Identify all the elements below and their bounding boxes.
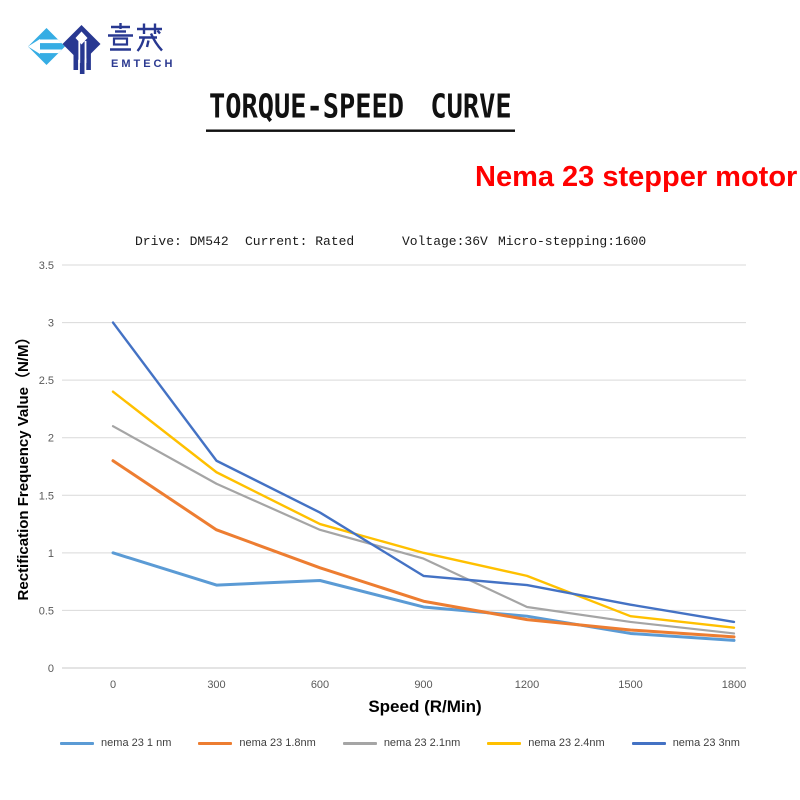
legend-label: nema 23 2.4nm [528, 737, 605, 749]
legend-line-icon [60, 741, 95, 745]
x-tick-label: 1500 [618, 679, 642, 691]
y-axis-title: Rectification Frequency Value（N/M） [15, 329, 32, 601]
x-tick-label: 300 [207, 679, 225, 691]
spec-drive: Drive: DM542 [135, 234, 229, 249]
series-line-nema-23-2.4nm [111, 390, 736, 629]
x-tick-label: 1800 [722, 679, 746, 691]
y-tick-label: 1 [48, 548, 54, 560]
x-axis-title: Speed (R/Min) [368, 697, 482, 716]
logo-en-text: EMTECH [111, 58, 176, 70]
logo-e-diamond-icon [28, 28, 65, 65]
legend-line-icon [631, 741, 666, 745]
spec-voltage: Voltage:36V [402, 234, 488, 249]
torque-speed-chart: 0 0.5 1 1.5 2 2.5 3 3.5 0 300 600 900 1200 1500 1800 [39, 260, 747, 691]
x-tick-label: 600 [311, 679, 329, 691]
legend-line-icon [342, 741, 377, 745]
x-tick-label: 0 [110, 679, 116, 691]
logo-cn-text [108, 23, 163, 52]
legend-item: nema 23 2.1nm [342, 737, 461, 749]
spec-current: Current: Rated [245, 234, 355, 249]
legend-label: nema 23 3nm [672, 737, 740, 749]
emtech-logo: EMTECH [15, 10, 190, 90]
legend-label: nema 23 1.8nm [239, 737, 316, 749]
y-tick-label: 0.5 [39, 605, 54, 617]
product-subtitle: Nema 23 stepper motor [475, 161, 798, 193]
y-tick-label: 2 [48, 433, 54, 445]
series-line-nema-23-2.1nm [111, 425, 736, 635]
chart-legend: nema 23 1 nm nema 23 1.8nm nema 23 2.1nm ne… [0, 737, 800, 749]
legend-item: nema 23 2.4nm [487, 737, 605, 749]
legend-item: nema 23 3nm [631, 737, 740, 749]
legend-label: nema 23 1 nm [101, 737, 172, 749]
series-line-nema-23-1.8nm [111, 459, 736, 639]
legend-label: nema 23 2.1nm [383, 737, 461, 749]
spec-micro-stepping: Micro-stepping:1600 [498, 234, 647, 249]
test-conditions: Drive: DM542 Current: Rated Voltage:36V … [0, 234, 800, 254]
series-line-nema-23-3nm [111, 321, 736, 624]
page-title: TORQUE-SPEED CURVE [206, 88, 515, 132]
x-tick-label: 900 [414, 679, 432, 691]
series-line-nema-23-1-nm [111, 551, 736, 642]
y-tick-label: 3 [48, 318, 54, 330]
legend-line-icon [487, 741, 522, 745]
emtech-logo-icon [28, 23, 163, 74]
y-tick-label: 1.5 [39, 490, 54, 502]
legend-item: nema 23 1 nm [60, 737, 171, 749]
legend-line-icon [198, 741, 233, 745]
legend-item: nema 23 1.8nm [198, 737, 316, 749]
y-tick-label: 2.5 [39, 375, 54, 387]
x-tick-label: 1200 [515, 679, 539, 691]
y-tick-label: 0 [48, 663, 54, 675]
logo-m-diamond-icon [62, 25, 101, 74]
y-tick-label: 3.5 [39, 260, 54, 272]
